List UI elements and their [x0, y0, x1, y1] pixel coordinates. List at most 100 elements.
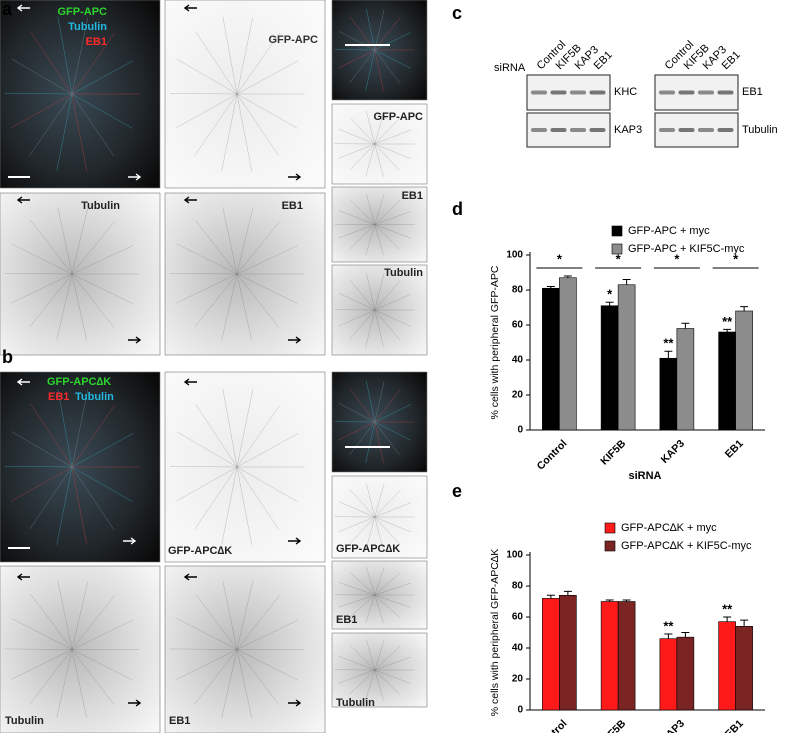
bar	[542, 598, 559, 710]
band	[679, 91, 695, 95]
x-axis-label: siRNA	[628, 470, 661, 482]
panel-letter: a	[2, 0, 13, 19]
band	[570, 91, 586, 95]
y-tick-label: 100	[506, 250, 523, 261]
legend-label: GFP-APC + myc	[628, 225, 710, 237]
y-tick-label: 60	[512, 320, 524, 331]
error-bar	[664, 634, 672, 639]
channel-label: GFP-APC∆K	[168, 545, 232, 557]
bar	[719, 332, 736, 430]
merge-label: EB1	[86, 36, 107, 48]
panel-letter: e	[452, 481, 462, 501]
charts: 0 20 40 60 80 100 % cells with peripheral GFP-…	[489, 225, 765, 733]
band	[531, 128, 547, 132]
panel-letter: d	[452, 199, 463, 219]
bar	[736, 311, 753, 430]
channel-label: Tubulin	[81, 200, 120, 212]
significance: **	[722, 601, 733, 616]
significance: **	[663, 336, 674, 351]
error-bar	[740, 620, 748, 626]
legend-swatch	[612, 226, 622, 236]
y-tick-label: 80	[512, 285, 524, 296]
band-label: Tubulin	[742, 124, 778, 136]
merge-label: GFP-APC	[58, 6, 108, 18]
inset-label: GFP-APC	[374, 111, 424, 123]
band	[679, 128, 695, 132]
bar	[677, 329, 694, 431]
x-tick-label: EB1	[723, 717, 746, 733]
legend-label: GFP-APC∆K + KIF5C-myc	[621, 540, 752, 552]
bar	[660, 358, 677, 430]
x-tick-label: EB1	[723, 437, 746, 460]
inset-label: EB1	[402, 190, 423, 202]
band	[698, 91, 714, 95]
inset-label: Tubulin	[384, 267, 423, 279]
y-tick-label: 100	[506, 550, 523, 561]
band-label: KAP3	[614, 124, 642, 136]
y-tick-label: 40	[512, 355, 524, 366]
significance: **	[722, 314, 733, 329]
bar	[601, 602, 618, 711]
band	[590, 128, 606, 132]
y-tick-label: 80	[512, 581, 524, 592]
band	[551, 128, 567, 132]
x-tick-label: KIF5B	[598, 437, 628, 467]
x-tick-label: Control	[535, 718, 570, 733]
y-tick-label: 20	[512, 674, 524, 685]
bar	[736, 626, 753, 710]
panel-letter: c	[452, 3, 462, 23]
legend-swatch	[605, 541, 615, 551]
micrographs: GFP-APC Tubulin EB1 GFP-APC Tubulin EB1 GFP-AP…	[0, 0, 427, 733]
band	[698, 128, 714, 132]
band	[570, 128, 586, 132]
inset-label: Tubulin	[336, 697, 375, 709]
channel-label: Tubulin	[5, 715, 44, 727]
error-bar	[740, 307, 748, 311]
merge-label: EB1	[48, 391, 69, 403]
x-tick-label: Control	[535, 438, 570, 473]
y-axis-label: % cells with peripheral GFP-APC∆K	[489, 549, 501, 716]
significance: *	[607, 287, 613, 302]
merge-label: GFP-APC∆K	[47, 376, 111, 388]
band	[590, 91, 606, 95]
error-bar	[606, 302, 614, 306]
legend-swatch	[612, 244, 622, 254]
band	[531, 91, 547, 95]
channel-label: EB1	[169, 715, 190, 727]
error-bar	[623, 280, 631, 285]
y-axis-label: % cells with peripheral GFP-APC	[489, 265, 501, 419]
channel-label: GFP-APC	[269, 34, 319, 46]
inset-label: EB1	[336, 614, 357, 626]
merge-label: Tubulin	[75, 391, 114, 403]
significance: *	[557, 251, 563, 266]
row-label: siRNA	[494, 62, 526, 74]
panel-letter: b	[2, 347, 13, 367]
error-bar	[547, 595, 555, 598]
legend-swatch	[605, 523, 615, 533]
significance: **	[663, 618, 674, 633]
band	[718, 91, 734, 95]
bar	[618, 602, 635, 711]
error-bar	[681, 633, 689, 638]
bar	[719, 622, 736, 710]
y-tick-label: 40	[512, 643, 524, 654]
y-tick-label: 20	[512, 390, 524, 401]
band-label: KHC	[614, 86, 637, 98]
x-tick-label: KAP3	[659, 717, 687, 733]
legend-label: GFP-APC∆K + myc	[621, 522, 717, 534]
bar	[559, 278, 576, 430]
band	[659, 91, 675, 95]
inset-label: GFP-APC∆K	[336, 543, 400, 555]
error-bar	[723, 617, 731, 622]
bar	[559, 595, 576, 710]
error-bar	[664, 351, 672, 358]
bar	[601, 306, 618, 430]
y-tick-label: 0	[517, 705, 523, 716]
x-tick-label: KAP3	[659, 437, 687, 465]
bar	[618, 285, 635, 430]
bar	[542, 288, 559, 430]
merge-label: Tubulin	[68, 21, 107, 33]
band	[659, 128, 675, 132]
